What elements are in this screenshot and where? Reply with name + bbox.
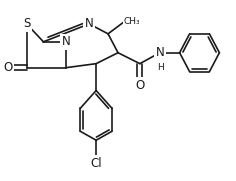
Text: O: O bbox=[135, 79, 144, 92]
Text: S: S bbox=[23, 17, 30, 30]
Text: H: H bbox=[157, 63, 164, 71]
Text: N: N bbox=[155, 46, 164, 59]
Text: N: N bbox=[85, 17, 93, 30]
Text: N: N bbox=[62, 35, 71, 48]
Text: Cl: Cl bbox=[90, 157, 102, 170]
Text: CH₃: CH₃ bbox=[124, 17, 141, 26]
Text: O: O bbox=[3, 61, 13, 74]
